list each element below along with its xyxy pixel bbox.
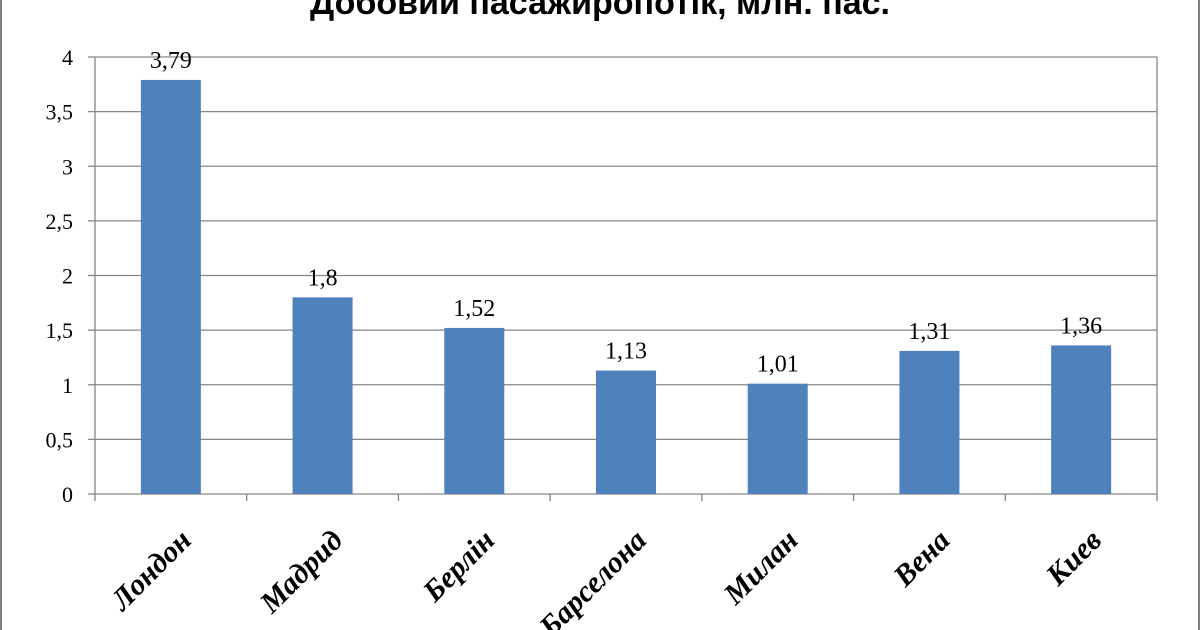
bar [444,327,505,494]
bar [292,297,353,494]
data-label: 1,52 [453,296,495,322]
x-tick-label: Вена [886,524,956,594]
data-label: 1,8 [308,265,338,291]
data-label: 1,01 [757,352,799,378]
data-label: 1,36 [1060,313,1102,339]
x-tick-labels: Лондон Мадрид Берлін Барселона Милан Вена Киев [103,524,1108,630]
bar [747,383,808,494]
y-tick-label: 2 [62,264,73,289]
y-tick-labels: 0 0,5 1 1,5 2 2,5 3 3,5 4 [46,45,74,507]
bar [1051,345,1112,494]
y-tick-label: 1 [62,373,73,398]
bars [140,79,1112,494]
x-tick-label: Берлін [416,524,501,609]
data-labels: 3,79 1,8 1,52 1,13 1,01 1,31 1,36 [150,48,1102,378]
y-tick-label: 0,5 [46,427,74,452]
y-tick-label: 3,5 [46,100,74,125]
bar [596,370,656,494]
y-tick-label: 4 [62,45,73,70]
bar [899,350,960,494]
data-label: 3,79 [150,48,192,74]
chart-title: Добовий пасажиропотік, млн. пас. [310,0,890,22]
x-tick-label: Милан [717,524,805,612]
data-label: 1,13 [605,339,647,365]
y-tick-label: 1,5 [46,318,74,343]
x-tick-label: Киев [1039,524,1108,593]
y-tick-label: 0 [62,482,73,507]
y-tick-label: 3 [62,154,73,179]
x-tick-label: Барселона [532,524,653,630]
data-label: 1,31 [908,319,950,345]
y-tick-label: 2,5 [46,209,74,234]
x-tick-label: Лондон [103,524,198,619]
bar [140,79,201,494]
x-tick-label: Мадрид [253,524,350,621]
